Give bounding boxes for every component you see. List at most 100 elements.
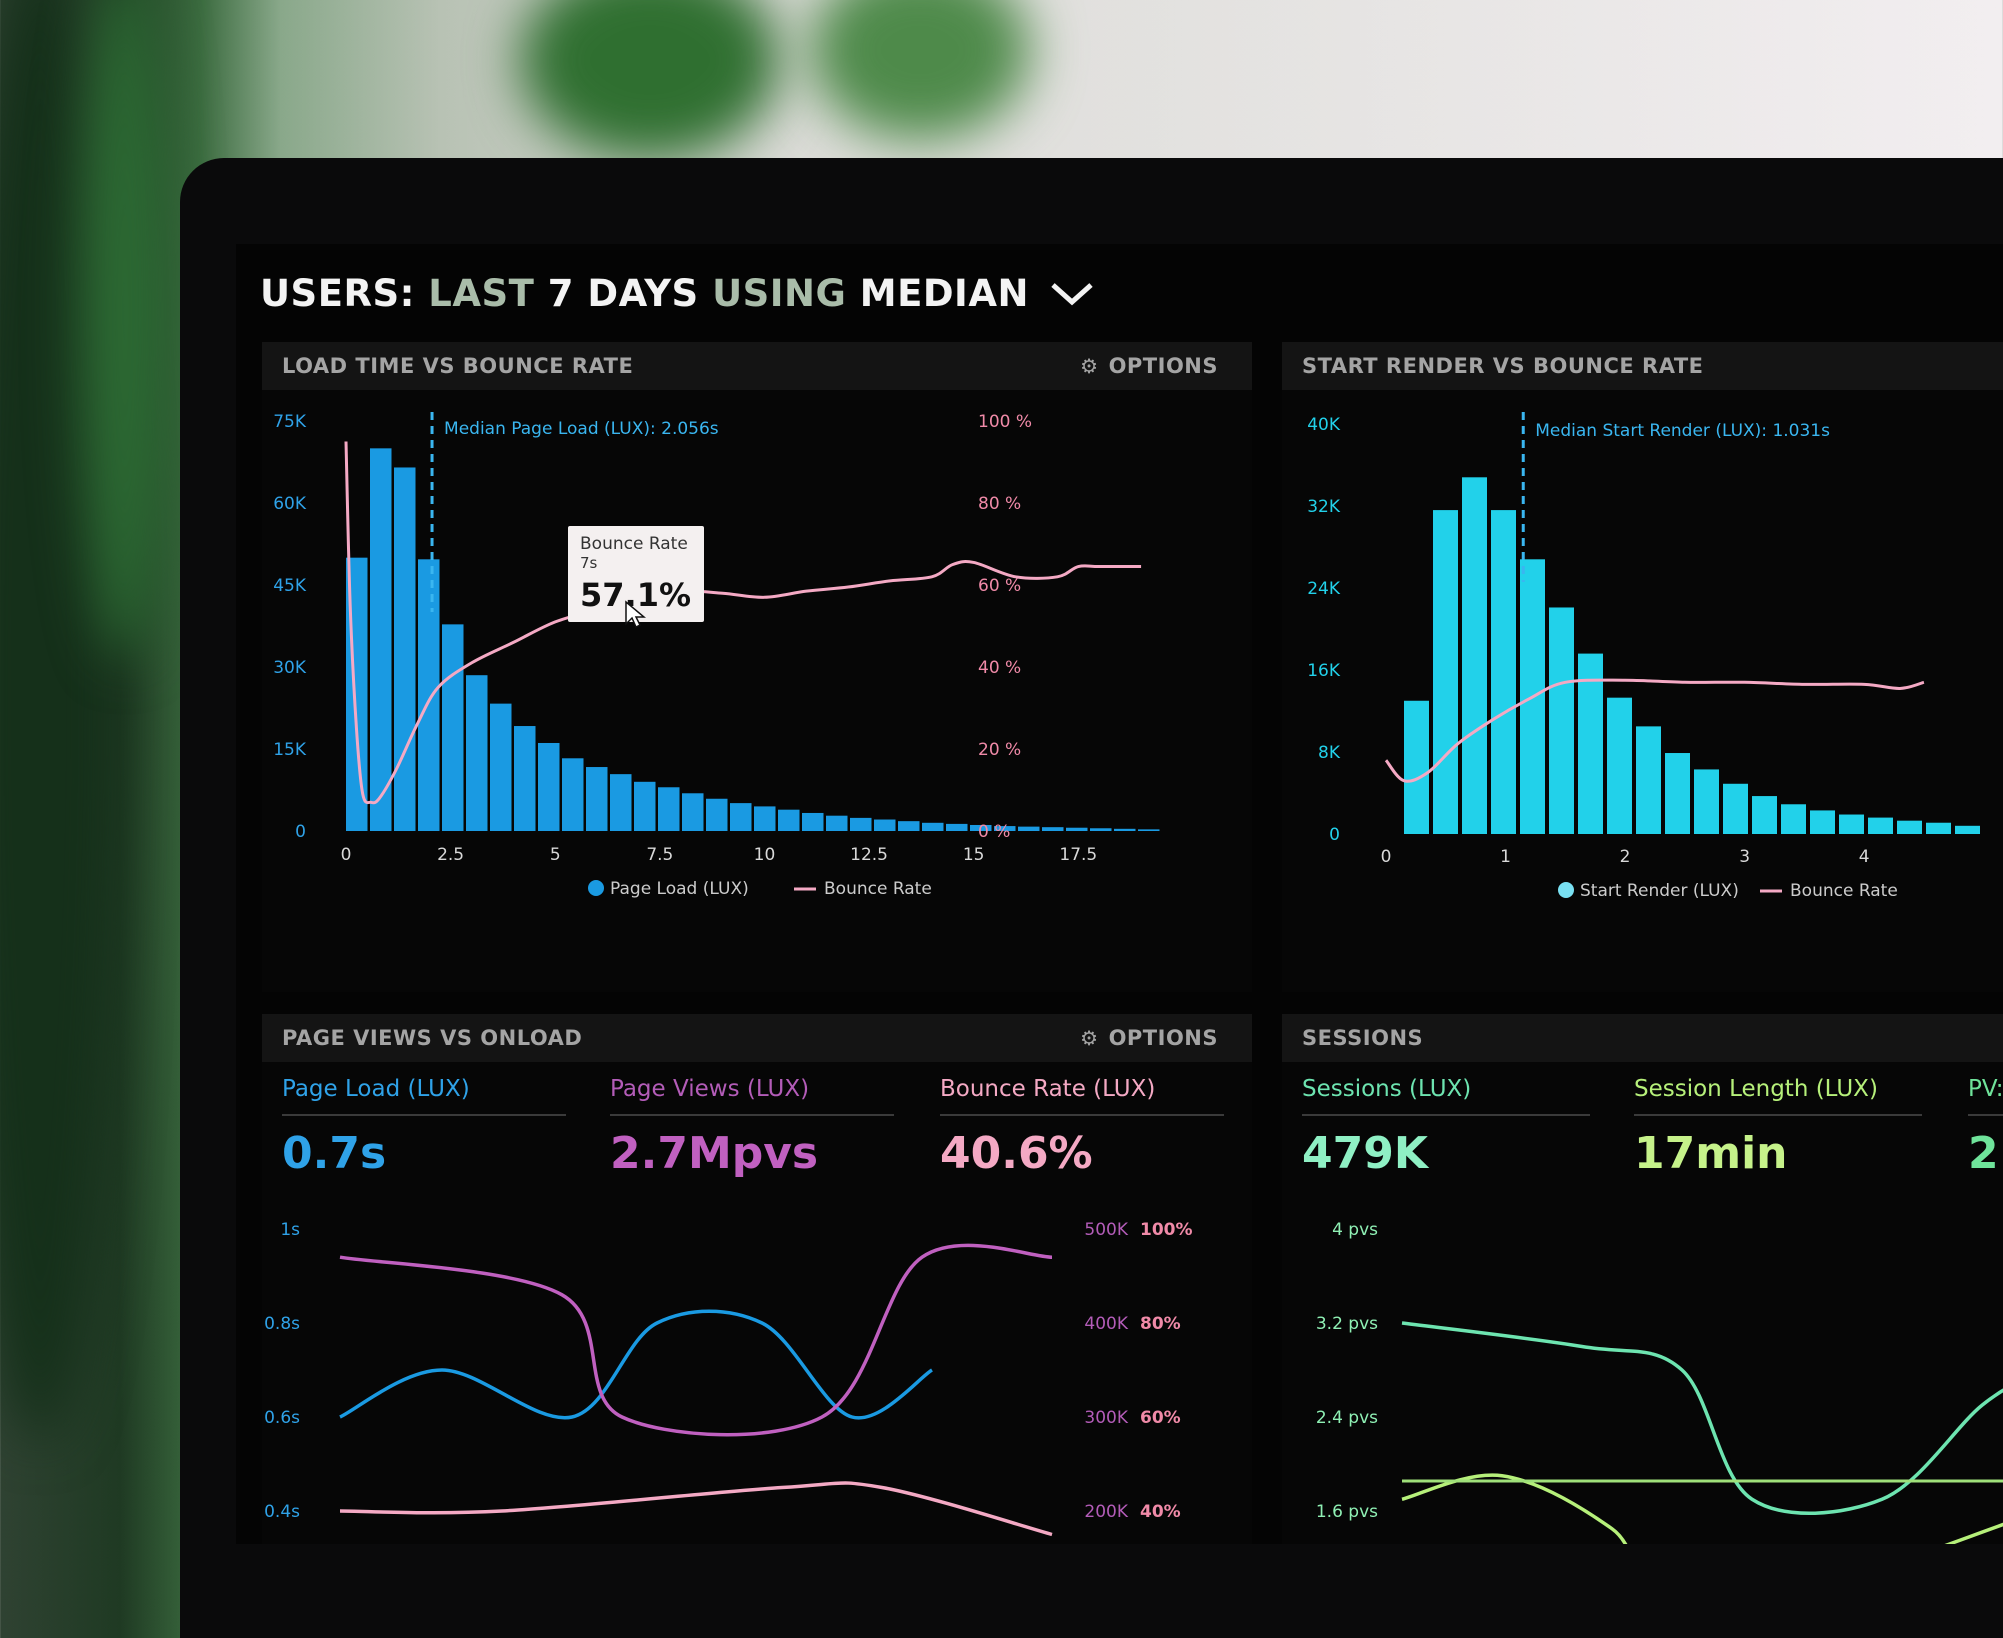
x-tick: 0 <box>1381 847 1392 867</box>
panel-header: PAGE VIEWS VS ONLOAD ⚙ OPTIONS <box>262 1014 1252 1062</box>
kpi-divider <box>1634 1114 1922 1116</box>
x-tick: 2.5 <box>437 845 464 865</box>
y-right-tick: 0 % <box>978 822 1010 842</box>
kpi-label: Session Length (LUX) <box>1634 1076 1878 1102</box>
kpi-value: 40.6% <box>940 1128 1093 1179</box>
page-load-bar <box>1018 826 1040 831</box>
y-right-tick: 400K <box>1084 1314 1128 1334</box>
page-load-bar <box>994 826 1016 831</box>
kpi-divider <box>1302 1114 1590 1116</box>
y-left-tick: 45K <box>273 576 307 596</box>
dashboard-title[interactable]: USERS: LAST 7 DAYS USING MEDIAN <box>260 272 1094 315</box>
page-load-bar <box>658 787 680 831</box>
options-button[interactable]: ⚙ OPTIONS <box>1080 354 1218 378</box>
page-load-bar <box>778 809 800 831</box>
page-load-bar <box>610 774 632 831</box>
page-load-bar <box>514 726 536 831</box>
start-render-bar <box>1607 697 1632 834</box>
bounce-rate-line <box>1384 678 1925 783</box>
y-left-tick: 0.6s <box>264 1408 300 1428</box>
x-tick: 0 <box>341 845 352 865</box>
tooltip-sub: 7s <box>580 554 598 572</box>
start-render-bar <box>1636 726 1661 834</box>
start-render-bar <box>1955 825 1980 834</box>
page-load-bar <box>802 812 824 831</box>
x-tick: 1 <box>1500 847 1511 867</box>
sessions-line <box>1401 1321 2003 1515</box>
panel-load-time: LOAD TIME VS BOUNCE RATE ⚙ OPTIONS 75K 60K… <box>262 342 1252 992</box>
x-tick: 10 <box>754 845 776 865</box>
bounce-tooltip: Bounce Rate 7s 57.1% <box>568 526 704 622</box>
chevron-down-icon[interactable] <box>1050 280 1094 308</box>
start-render-bar <box>1752 796 1777 834</box>
panel-title: START RENDER VS BOUNCE RATE <box>1302 354 1704 378</box>
page-load-bar <box>682 793 704 831</box>
plant-leaf <box>80 0 170 660</box>
y-left-tick: 0 <box>1329 825 1340 845</box>
gear-icon: ⚙ <box>1080 354 1099 378</box>
page-load-bar <box>946 823 968 831</box>
title-last: LAST <box>428 272 535 315</box>
y-left-tick: 24K <box>1307 579 1341 599</box>
panel-title: PAGE VIEWS VS ONLOAD <box>282 1026 583 1050</box>
y-left-tick: 75K <box>273 412 307 432</box>
kpi-sessions[interactable]: Sessions (LUX) 479K <box>1302 1076 1590 1179</box>
y-right-tick: 200K <box>1084 1502 1128 1522</box>
y-right-tick: 80 % <box>978 494 1021 514</box>
page-load-bar <box>538 742 560 831</box>
start-render-bar <box>1665 753 1690 834</box>
panel-title: SESSIONS <box>1302 1026 1424 1050</box>
y-left-tick: 16K <box>1307 661 1341 681</box>
series-line <box>339 1309 933 1420</box>
tooltip-title: Bounce Rate <box>580 534 688 554</box>
y-left-tick: 32K <box>1307 497 1341 517</box>
page-load-bar <box>1066 827 1088 831</box>
y-left-tick: 0.8s <box>264 1314 300 1334</box>
y-right-tick: 100% <box>1140 1220 1193 1240</box>
legend-bounce: Bounce Rate <box>1790 881 1898 901</box>
start-render-bar <box>1549 607 1574 834</box>
page-load-bar <box>850 817 872 831</box>
cursor-icon <box>625 600 646 629</box>
start-render-bar <box>1868 817 1893 834</box>
kpi-session-length[interactable]: Session Length (LUX) 17min <box>1634 1076 1922 1179</box>
panel-sessions: SESSIONS Sessions (LUX) 479K Session Len… <box>1282 1014 2003 1544</box>
page-load-bar <box>1042 827 1064 831</box>
kpi-pvs[interactable]: PV: 2 <box>1968 1076 2003 1179</box>
title-users: USERS: <box>260 272 415 315</box>
page-load-bar <box>394 467 416 831</box>
x-tick: 7.5 <box>646 845 673 865</box>
start-render-bar <box>1810 810 1835 834</box>
start-render-bar <box>1694 769 1719 834</box>
title-using: USING <box>712 272 847 315</box>
kpi-page-views[interactable]: Page Views (LUX) 2.7Mpvs <box>610 1076 894 1179</box>
y-right-tick: 40 % <box>978 658 1021 678</box>
panel-header: LOAD TIME VS BOUNCE RATE ⚙ OPTIONS <box>262 342 1252 390</box>
start-render-bar <box>1926 822 1951 834</box>
y-left-tick: 3.2 pvs <box>1316 1314 1378 1334</box>
y-left-tick: 2.4 pvs <box>1316 1408 1378 1428</box>
y-left-tick: 1s <box>280 1220 300 1240</box>
median-label: Median Page Load (LUX): 2.056s <box>444 419 719 439</box>
kpi-label: Sessions (LUX) <box>1302 1076 1472 1102</box>
kpi-bounce-rate[interactable]: Bounce Rate (LUX) 40.6% <box>940 1076 1224 1179</box>
panel-header: SESSIONS <box>1282 1014 2003 1062</box>
options-button[interactable]: ⚙ OPTIONS <box>1080 1026 1218 1050</box>
page-load-bar <box>634 781 656 831</box>
page-load-bar <box>1114 828 1136 831</box>
kpi-value: 2 <box>1968 1128 1999 1179</box>
x-tick: 5 <box>550 845 561 865</box>
page-load-bar <box>562 758 584 831</box>
kpi-value: 0.7s <box>282 1128 387 1179</box>
y-left-tick: 0.4s <box>264 1502 300 1522</box>
kpi-divider <box>610 1114 894 1116</box>
start-render-chart: 40K 32K 24K 16K 8K 0 0 1 2 3 4 Median Start Render… <box>1307 412 1980 901</box>
kpi-page-load[interactable]: Page Load (LUX) 0.7s <box>282 1076 566 1179</box>
session-length-line <box>1401 1473 2003 1544</box>
x-tick: 2 <box>1620 847 1631 867</box>
y-left-tick: 0 <box>295 822 306 842</box>
load-time-chart: 75K 60K 45K 30K 15K 0 100 % 80 % 60 % 40 % 20 % 0 %… <box>273 412 1160 899</box>
page-load-bar <box>970 824 992 831</box>
kpi-label: Page Views (LUX) <box>610 1076 810 1102</box>
title-median: MEDIAN <box>859 272 1029 315</box>
